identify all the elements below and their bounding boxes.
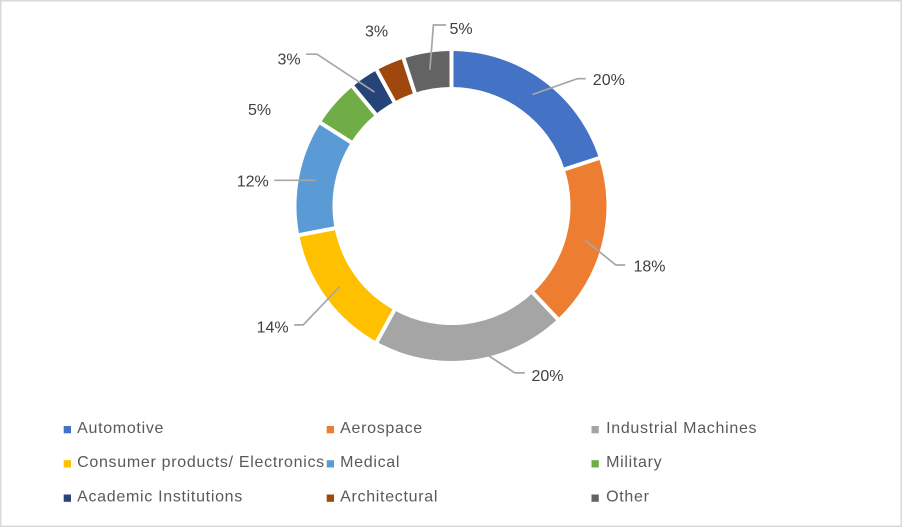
svg-text:14%: 14%: [257, 320, 289, 337]
svg-text:5%: 5%: [248, 102, 271, 119]
svg-text:Academic Institutions: Academic Institutions: [77, 489, 243, 506]
svg-text:Other: Other: [606, 489, 650, 506]
svg-text:Aerospace: Aerospace: [340, 420, 423, 437]
svg-text:3%: 3%: [278, 52, 301, 69]
svg-text:Industrial Machines: Industrial Machines: [606, 420, 757, 437]
svg-text:20%: 20%: [532, 368, 564, 385]
svg-text:3%: 3%: [365, 24, 388, 41]
svg-text:12%: 12%: [237, 174, 269, 191]
svg-text:Automotive: Automotive: [77, 420, 164, 437]
svg-text:Medical: Medical: [340, 454, 400, 471]
svg-text:20%: 20%: [593, 72, 625, 89]
svg-text:18%: 18%: [634, 259, 666, 276]
svg-text:Architectural: Architectural: [340, 489, 438, 506]
svg-text:Military: Military: [606, 454, 662, 471]
svg-text:Consumer products/ Electronics: Consumer products/ Electronics: [77, 454, 325, 471]
svg-text:5%: 5%: [450, 21, 473, 38]
